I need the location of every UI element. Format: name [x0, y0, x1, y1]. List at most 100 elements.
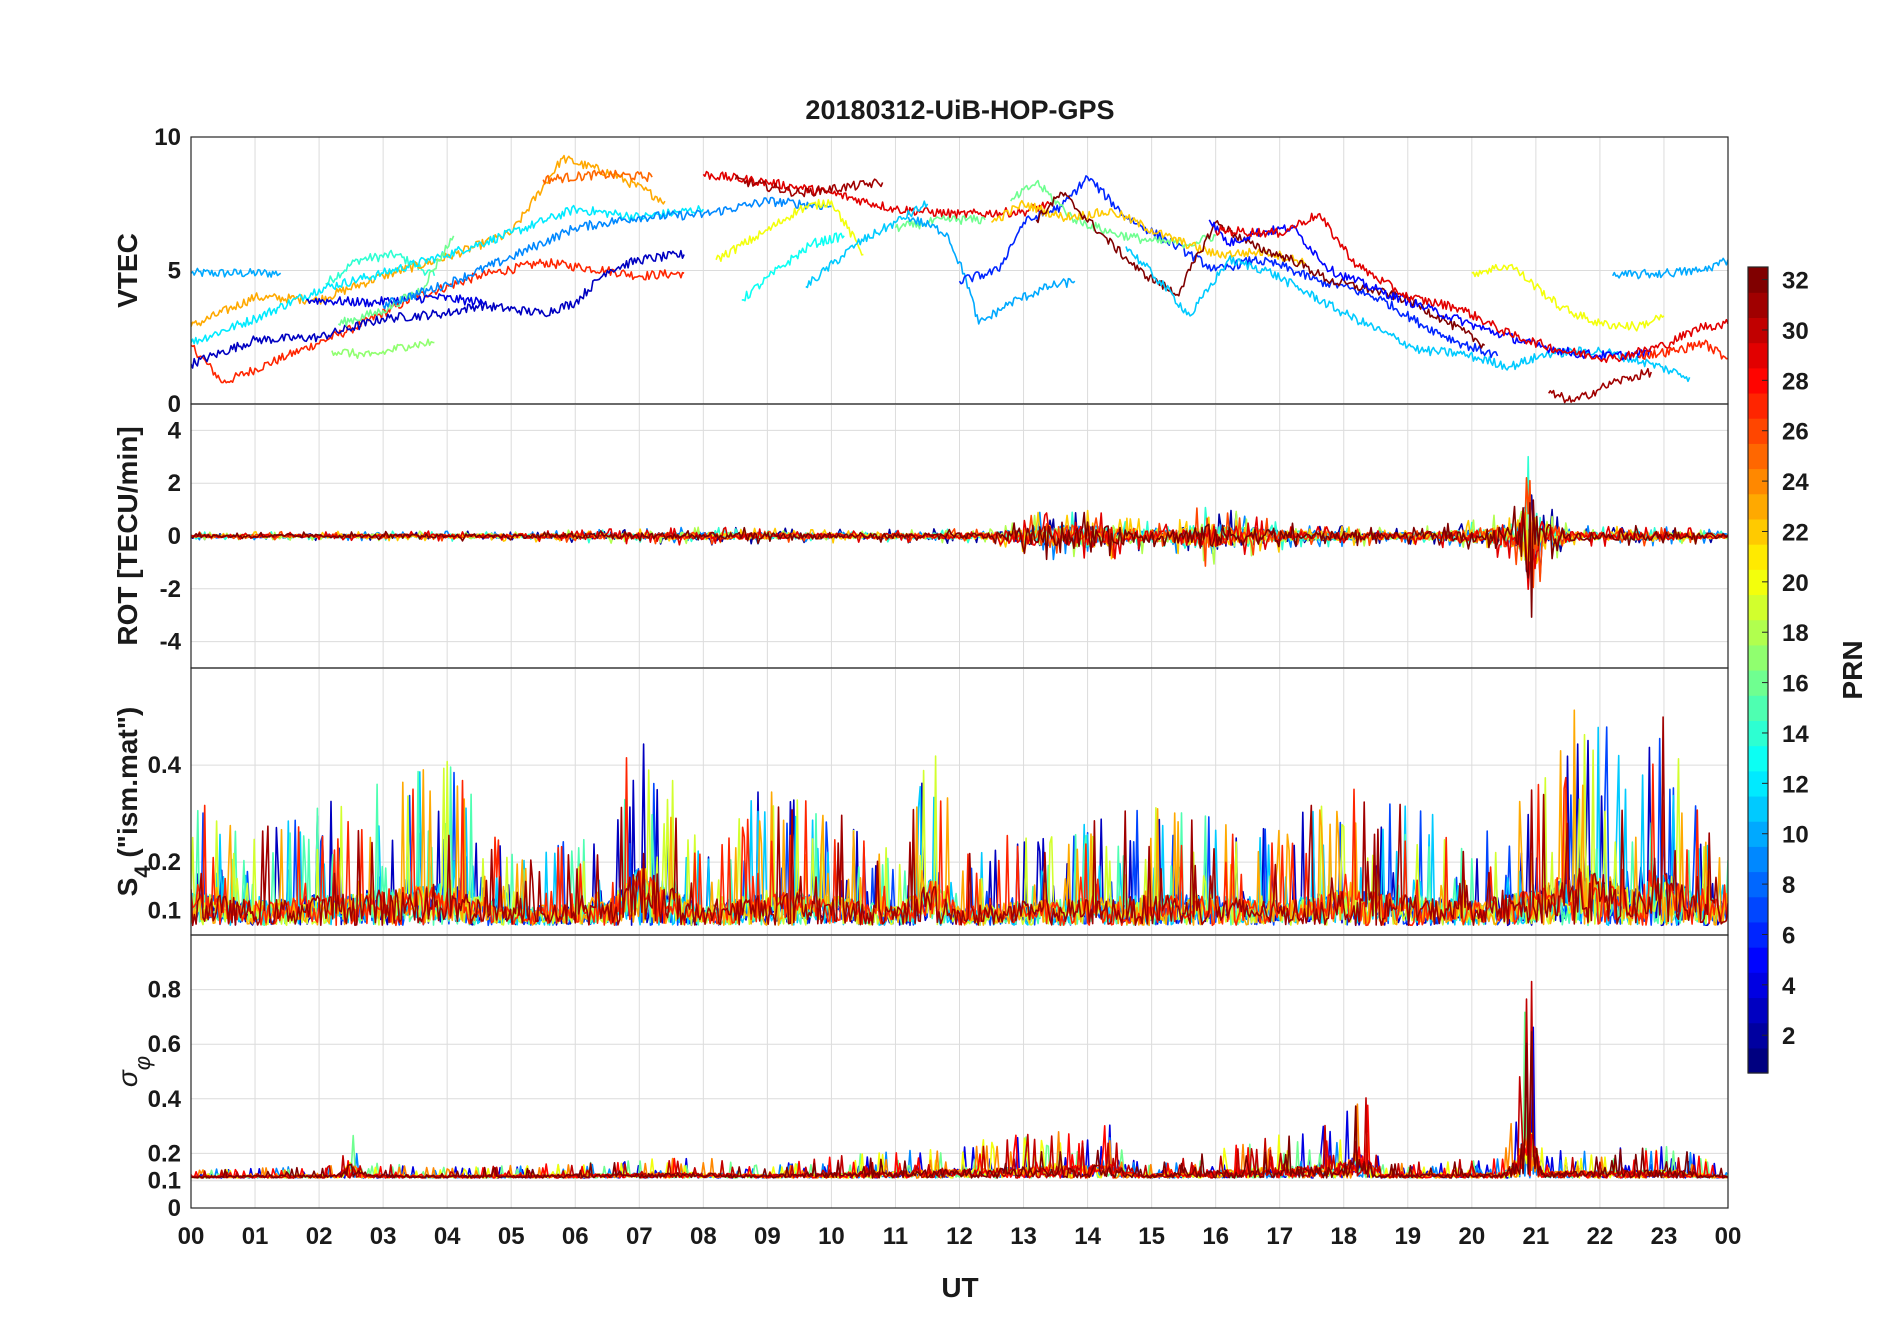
colorbar-swatch [1748, 947, 1768, 973]
colorbar-swatch [1748, 392, 1768, 419]
colorbar-swatch [1748, 292, 1768, 318]
y-tick-label: -2 [160, 576, 181, 603]
colorbar-tick-label: 12 [1782, 771, 1809, 798]
colorbar-swatch [1748, 770, 1768, 797]
colorbar-tick-label: 32 [1782, 268, 1809, 295]
colorbar-swatch [1748, 594, 1768, 621]
y-tick-label: 2 [168, 470, 181, 497]
x-tick-label: 23 [1651, 1223, 1678, 1250]
colorbar-tick-label: 18 [1782, 620, 1809, 647]
y-tick-label: 0.4 [148, 1086, 182, 1113]
y-axis-label: ROT [TECU/min] [112, 426, 143, 645]
series-prn-23 [191, 154, 666, 327]
x-axis-label: UT [941, 1272, 978, 1303]
colorbar-tick-label: 22 [1782, 519, 1809, 546]
colorbar-tick-label: 10 [1782, 822, 1809, 849]
y-tick-label: 0.2 [148, 1140, 181, 1167]
series-prn-11 [805, 200, 929, 289]
series-prn-11 [1125, 246, 1691, 383]
y-tick-label: 0.1 [148, 898, 181, 925]
chart-title: 20180312-UiB-HOP-GPS [805, 95, 1114, 125]
panel-rot: -4 -2 0 2 4 ROT [TECU/min] [112, 403, 1729, 669]
panel-sigma_phi: 00.10.2 0.4 0.6 0.8 σφ 00 01 02 03 04 05 06 07 08 09 10… [112, 934, 1741, 1250]
colorbar-tick-label: 30 [1782, 318, 1809, 345]
colorbar-swatch [1748, 846, 1768, 873]
colorbar-tick-label: 6 [1782, 922, 1795, 949]
series-prn-29 [702, 170, 1050, 220]
x-tick-label: 01 [242, 1223, 269, 1250]
y-tick-label: 0.8 [148, 977, 181, 1004]
colorbar-swatch [1748, 342, 1768, 369]
x-tick-label: 03 [370, 1223, 397, 1250]
colorbar-tick-label: 24 [1782, 469, 1809, 496]
x-tick-label: 16 [1202, 1223, 1229, 1250]
panel-s4: 0.1 0.2 0.4S4 ("ism.mat") [112, 667, 1729, 936]
series-prn-6 [958, 175, 1499, 359]
x-tick-label: 22 [1587, 1223, 1614, 1250]
y-tick-label: 0.6 [148, 1031, 181, 1058]
x-tick-label: 06 [562, 1223, 589, 1250]
colorbar-swatch [1748, 720, 1768, 747]
colorbar-frame [1747, 266, 1769, 1074]
x-tick-label: 21 [1523, 1223, 1550, 1250]
colorbar-tick-label: 4 [1782, 973, 1796, 1000]
series-prn-17 [331, 338, 435, 359]
y-axis-label: VTEC [112, 233, 143, 308]
series-prn-31 [191, 716, 1728, 927]
colorbar-swatch [1748, 972, 1768, 999]
series-prn-20 [1471, 263, 1665, 332]
colorbar-tick-label: 20 [1782, 570, 1809, 597]
colorbar-swatch [1748, 443, 1768, 470]
colorbar-tick-label: 16 [1782, 671, 1809, 698]
series-prn-9 [382, 196, 832, 310]
series-prn-31 [1548, 367, 1652, 404]
series-prn-20 [715, 198, 864, 262]
colorbar-swatch [1748, 493, 1768, 520]
colorbar-swatch [1748, 997, 1768, 1024]
colorbar-swatch [1748, 569, 1768, 596]
x-tick-label: 00 [178, 1223, 205, 1250]
series-prn-25 [542, 169, 653, 185]
colorbar-tick-label: 8 [1782, 872, 1795, 899]
x-tick-label: 07 [626, 1223, 653, 1250]
colorbar-tick-label: 26 [1782, 419, 1809, 446]
series-prn-12 [191, 204, 704, 345]
colorbar-swatch [1748, 367, 1768, 394]
colorbar-swatch [1748, 921, 1768, 948]
y-tick-label: 4 [168, 417, 182, 444]
x-tick-label: 11 [883, 1223, 908, 1250]
colorbar-tick-label: 28 [1782, 368, 1809, 395]
series-prn-10 [907, 216, 1076, 325]
x-tick-label: 05 [498, 1223, 525, 1250]
colorbar-swatch [1748, 619, 1768, 646]
plot-area [191, 709, 1728, 927]
series-prn-29 [1214, 212, 1728, 364]
plot-area [191, 455, 1728, 618]
x-tick-label: 20 [1458, 1223, 1485, 1250]
colorbar-swatch [1748, 317, 1768, 344]
x-tick-label: 02 [306, 1223, 333, 1250]
series-prn-24 [191, 1103, 1728, 1179]
x-tick-label: 09 [754, 1223, 781, 1250]
colorbar-swatch [1748, 745, 1768, 772]
colorbar-swatch [1748, 670, 1768, 696]
colorbar-swatch [1748, 1022, 1768, 1049]
panel-frame [190, 934, 1729, 1209]
x-tick-label: 15 [1138, 1223, 1165, 1250]
colorbar-tick-label: 14 [1782, 721, 1809, 748]
colorbar-swatch [1748, 871, 1768, 898]
colorbar-swatch [1748, 544, 1768, 570]
plot-area [191, 154, 1728, 404]
colorbar-swatch [1748, 1047, 1768, 1074]
series-prn-10 [1611, 257, 1728, 280]
series-prn-16 [894, 214, 986, 233]
x-tick-label: 12 [946, 1223, 973, 1250]
x-tick-label: 17 [1266, 1223, 1293, 1250]
y-tick-label: 5 [168, 258, 181, 285]
series-prn-5 [1208, 219, 1652, 361]
y-axis-label: σφ [112, 1056, 155, 1087]
series-prn-27 [1637, 339, 1728, 360]
